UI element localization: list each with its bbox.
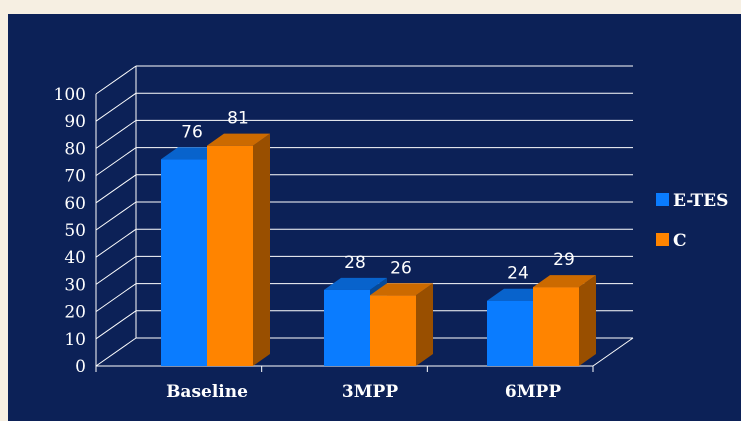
gridline-depth (95, 201, 137, 231)
legend-swatch (656, 233, 669, 246)
legend-swatch (656, 193, 669, 206)
legend-label: C (673, 231, 687, 251)
bar-chart: 0 10 20 30 40 50 60 70 80 90 100 76 81 Baseline 28 26 3M… (54, 65, 728, 402)
chart-area: 0 10 20 30 40 50 60 70 80 90 100 76 81 Baseline 28 26 3M… (8, 14, 741, 421)
legend-item: E-TES (656, 191, 728, 211)
gridline-depth (95, 337, 137, 367)
gridline-depth (95, 147, 137, 177)
bar-layer (161, 133, 596, 366)
y-tick-label: 50 (64, 221, 86, 241)
y-tick-label: 100 (54, 85, 86, 105)
data-label: 24 (507, 264, 529, 284)
y-tick-label: 20 (64, 303, 86, 323)
gridline-depth (95, 92, 137, 122)
y-tick-label: 80 (64, 139, 86, 159)
axis-line (592, 337, 634, 367)
data-label: 76 (181, 122, 203, 142)
gridline-depth (95, 119, 137, 149)
y-tick-label: 0 (75, 357, 86, 377)
gridline-depth (95, 174, 137, 204)
legend: E-TES C (656, 191, 728, 251)
label-layer: 0 10 20 30 40 50 60 70 80 90 100 76 81 Baseline 28 26 3M… (54, 85, 575, 402)
gridline-depth (95, 283, 137, 313)
legend-item: C (656, 231, 687, 251)
bar-c-baseline (207, 133, 270, 366)
bar-c-6mpp (533, 275, 596, 366)
gridline-depth (95, 310, 137, 340)
data-label: 28 (344, 253, 366, 273)
gridline-depth (95, 65, 137, 95)
y-tick-label: 90 (64, 112, 86, 132)
y-tick-label: 60 (64, 194, 86, 214)
legend-label: E-TES (673, 191, 728, 211)
y-tick-label: 30 (64, 275, 86, 295)
data-label: 29 (553, 250, 575, 270)
x-tick-label: Baseline (166, 382, 248, 402)
x-tick-label: 6MPP (505, 382, 561, 402)
gridline-depth (95, 255, 137, 285)
x-tick-label: 3MPP (342, 382, 398, 402)
gridline-depth (95, 228, 137, 258)
data-label: 81 (227, 109, 249, 129)
bar-c-3mpp (370, 283, 433, 366)
y-tick-label: 40 (64, 248, 86, 268)
y-tick-label: 70 (64, 167, 86, 187)
data-label: 26 (390, 258, 412, 278)
y-tick-label: 10 (64, 330, 86, 350)
